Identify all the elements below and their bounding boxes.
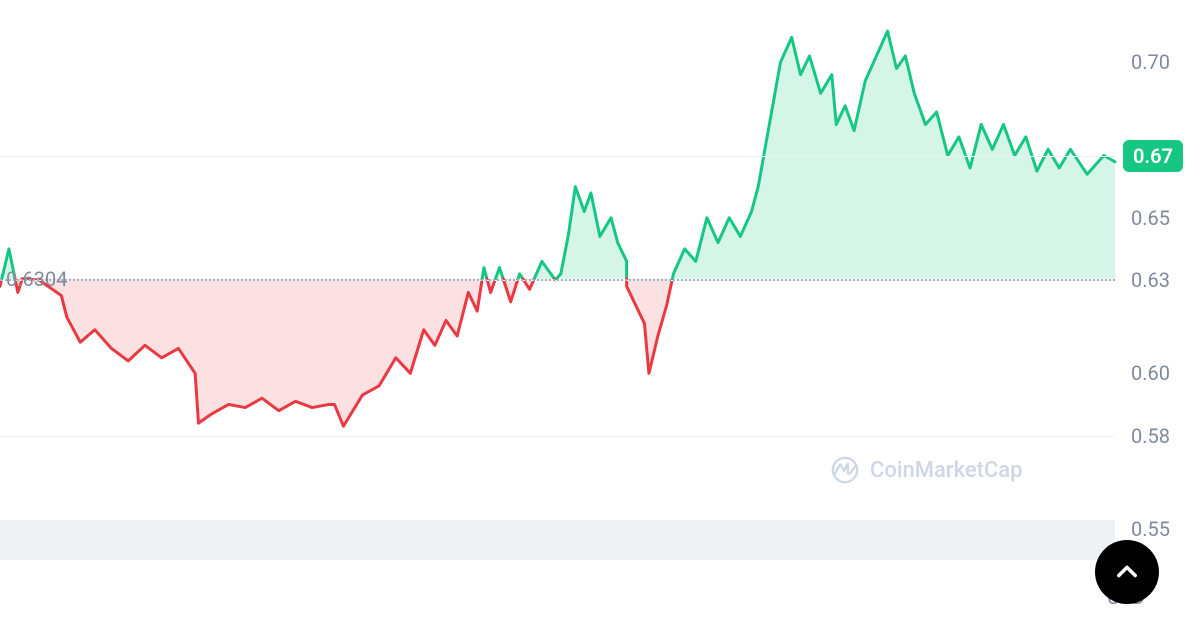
baseline-label: 0.6304 — [6, 267, 67, 291]
y-tick-label: 0.58 — [1131, 424, 1170, 448]
y-tick-label: 0.70 — [1131, 50, 1170, 74]
y-tick-label: 0.60 — [1131, 361, 1170, 385]
coinmarketcap-icon — [830, 455, 860, 485]
y-tick-label: 0.65 — [1131, 206, 1170, 230]
scroll-to-top-button[interactable] — [1095, 540, 1159, 604]
gridline — [0, 156, 1115, 157]
gridline — [0, 436, 1115, 437]
watermark-coinmarketcap: CoinMarketCap — [830, 455, 1023, 485]
volume-strip — [0, 520, 1115, 560]
area-down — [627, 279, 673, 374]
chevron-up-icon — [1113, 558, 1141, 586]
y-tick-label: 0.63 — [1131, 268, 1170, 292]
current-price-badge: 0.67 — [1123, 140, 1183, 172]
price-chart: 0.63040.550.580.600.630.650.670.70USD0.6… — [0, 0, 1200, 627]
baseline-line — [0, 279, 1115, 281]
y-tick-label: 0.55 — [1131, 517, 1170, 541]
watermark-text: CoinMarketCap — [870, 458, 1023, 483]
